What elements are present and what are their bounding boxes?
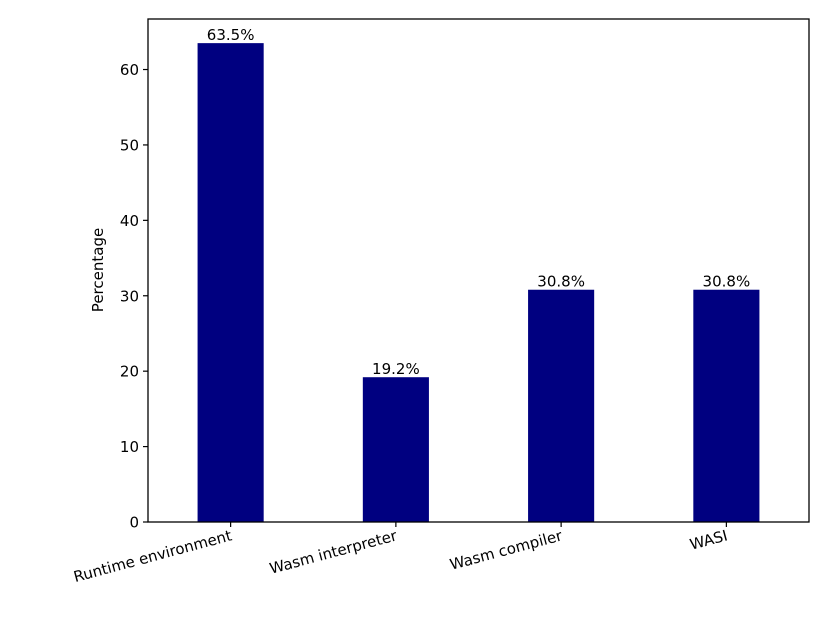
bar xyxy=(693,289,760,522)
bar-value-label: 63.5% xyxy=(207,26,255,44)
y-tick-label: 40 xyxy=(120,212,139,230)
bars-layer: 63.5% 19.2% 30.8% 30.8% xyxy=(197,26,760,523)
bar-value-label: 19.2% xyxy=(372,360,420,378)
y-tick-label: 20 xyxy=(120,363,139,381)
bar xyxy=(528,289,595,522)
x-tick-label: Runtime environment xyxy=(72,526,234,586)
y-tick-label: 30 xyxy=(120,287,139,305)
bar xyxy=(197,43,264,523)
y-tick-label: 60 xyxy=(120,61,139,79)
bar-value-label: 30.8% xyxy=(537,273,585,291)
y-tick-label: 50 xyxy=(120,136,139,154)
y-tick-label: 10 xyxy=(120,438,139,456)
bar-value-label: 30.8% xyxy=(703,273,751,291)
y-tick-label: 0 xyxy=(129,514,139,532)
x-tick-label: WASI xyxy=(688,526,730,553)
plot-frame xyxy=(147,18,810,523)
x-tick-label: Wasm interpreter xyxy=(268,526,400,578)
x-tick-label: Wasm compiler xyxy=(448,526,565,574)
y-axis-title: Percentage xyxy=(89,228,107,312)
bar xyxy=(362,377,429,522)
